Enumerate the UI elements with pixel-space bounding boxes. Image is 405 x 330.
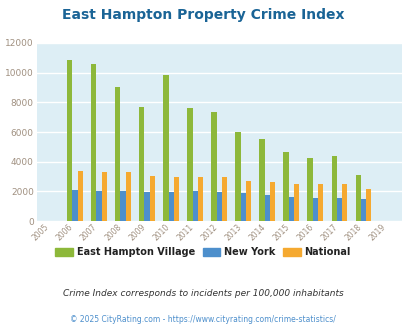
Bar bbox=[312, 198, 317, 221]
Bar bbox=[67, 60, 72, 221]
Bar bbox=[91, 64, 96, 221]
Bar bbox=[149, 176, 155, 221]
Bar bbox=[259, 139, 264, 221]
Bar bbox=[240, 193, 245, 221]
Bar bbox=[144, 192, 149, 221]
Bar bbox=[355, 175, 360, 221]
Bar bbox=[163, 75, 168, 221]
Bar bbox=[341, 184, 347, 221]
Bar bbox=[211, 112, 216, 221]
Bar bbox=[72, 190, 77, 221]
Bar bbox=[235, 132, 240, 221]
Bar bbox=[264, 195, 269, 221]
Bar bbox=[187, 108, 192, 221]
Bar bbox=[126, 172, 131, 221]
Bar bbox=[192, 191, 197, 221]
Bar bbox=[245, 181, 251, 221]
Bar bbox=[101, 172, 107, 221]
Bar bbox=[283, 152, 288, 221]
Bar bbox=[331, 156, 336, 221]
Bar bbox=[360, 199, 365, 221]
Bar bbox=[197, 177, 202, 221]
Bar bbox=[288, 197, 293, 221]
Bar bbox=[96, 191, 101, 221]
Bar bbox=[216, 192, 222, 221]
Text: © 2025 CityRating.com - https://www.cityrating.com/crime-statistics/: © 2025 CityRating.com - https://www.city… bbox=[70, 315, 335, 324]
Bar bbox=[293, 184, 298, 221]
Bar bbox=[336, 198, 341, 221]
Bar bbox=[120, 191, 126, 221]
Text: Crime Index corresponds to incidents per 100,000 inhabitants: Crime Index corresponds to incidents per… bbox=[62, 289, 343, 298]
Bar bbox=[77, 171, 83, 221]
Text: East Hampton Property Crime Index: East Hampton Property Crime Index bbox=[62, 8, 343, 22]
Bar bbox=[365, 189, 371, 221]
Bar bbox=[115, 87, 120, 221]
Bar bbox=[269, 182, 275, 221]
Bar bbox=[307, 158, 312, 221]
Bar bbox=[317, 184, 322, 221]
Bar bbox=[139, 108, 144, 221]
Bar bbox=[173, 177, 179, 221]
Bar bbox=[222, 177, 227, 221]
Bar bbox=[168, 192, 173, 221]
Legend: East Hampton Village, New York, National: East Hampton Village, New York, National bbox=[51, 243, 354, 261]
